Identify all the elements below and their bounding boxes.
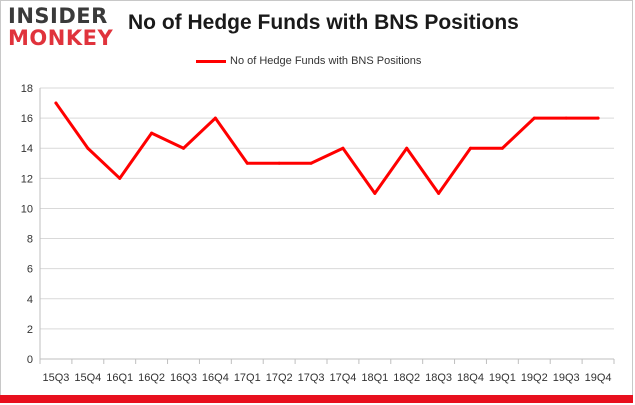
data-point bbox=[373, 191, 377, 195]
y-tick-label: 2 bbox=[27, 324, 33, 336]
logo-line-1: INSIDER bbox=[8, 4, 108, 28]
x-tick-label: 17Q2 bbox=[266, 372, 293, 384]
x-tick-label: 18Q3 bbox=[425, 372, 452, 384]
data-point bbox=[54, 101, 58, 105]
x-tick-label: 16Q2 bbox=[138, 372, 165, 384]
chart-title: No of Hedge Funds with BNS Positions bbox=[128, 11, 519, 34]
data-point bbox=[532, 116, 536, 120]
data-point bbox=[182, 146, 185, 150]
data-point bbox=[309, 161, 313, 165]
data-point bbox=[405, 146, 409, 150]
data-point bbox=[245, 161, 249, 165]
data-point bbox=[150, 131, 154, 135]
x-tick-label: 18Q2 bbox=[393, 372, 420, 384]
legend-label: No of Hedge Funds with BNS Positions bbox=[230, 55, 422, 67]
x-tick-label: 18Q4 bbox=[457, 372, 484, 384]
x-tick-label: 17Q1 bbox=[234, 372, 261, 384]
data-point bbox=[277, 161, 281, 165]
x-tick-label: 18Q1 bbox=[361, 372, 388, 384]
insider-monkey-logo: INSIDER MONKEY bbox=[8, 6, 118, 52]
data-point bbox=[118, 176, 122, 180]
x-tick-label: 16Q3 bbox=[170, 372, 197, 384]
x-tick-label: 17Q3 bbox=[298, 372, 325, 384]
x-tick-label: 19Q2 bbox=[521, 372, 548, 384]
x-tick-label: 19Q4 bbox=[585, 372, 612, 384]
y-tick-label: 16 bbox=[21, 113, 33, 125]
data-point bbox=[341, 146, 345, 150]
y-tick-label: 10 bbox=[21, 203, 33, 215]
x-tick-label: 16Q4 bbox=[202, 372, 229, 384]
y-tick-label: 14 bbox=[21, 143, 33, 155]
data-point bbox=[213, 116, 217, 120]
chart-legend: No of Hedge Funds with BNS Positions bbox=[196, 54, 421, 68]
legend-swatch bbox=[196, 59, 226, 63]
data-point bbox=[437, 191, 441, 195]
data-point bbox=[469, 146, 472, 150]
x-tick-label: 16Q1 bbox=[106, 372, 133, 384]
data-point bbox=[596, 116, 600, 120]
x-tick-label: 15Q4 bbox=[74, 372, 101, 384]
data-point bbox=[86, 146, 90, 150]
y-tick-label: 6 bbox=[27, 264, 33, 276]
y-tick-label: 4 bbox=[27, 294, 33, 306]
y-tick-label: 18 bbox=[21, 83, 33, 95]
x-tick-label: 15Q3 bbox=[42, 372, 69, 384]
series-line bbox=[54, 101, 600, 195]
x-tick-label: 19Q3 bbox=[553, 372, 580, 384]
x-tick-label: 17Q4 bbox=[329, 372, 356, 384]
data-point bbox=[564, 116, 568, 120]
y-tick-label: 0 bbox=[27, 354, 33, 366]
y-tick-label: 12 bbox=[21, 173, 33, 185]
y-tick-label: 8 bbox=[27, 234, 33, 246]
logo-line-2: MONKEY bbox=[8, 26, 114, 50]
data-point bbox=[500, 146, 504, 150]
bottom-accent-bar bbox=[0, 395, 633, 403]
x-tick-label: 19Q1 bbox=[489, 372, 516, 384]
